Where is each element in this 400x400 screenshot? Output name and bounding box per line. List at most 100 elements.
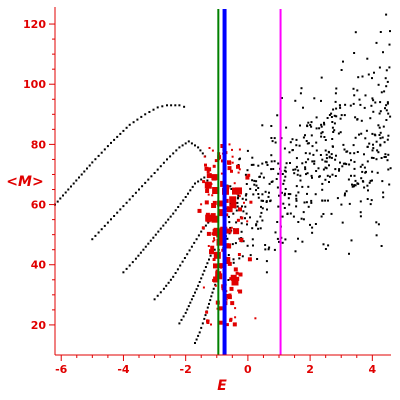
cluster-point [235, 231, 238, 234]
curve-1-point [150, 175, 153, 178]
cloud-point [306, 172, 309, 175]
cloud-point [369, 117, 372, 120]
cloud-point [251, 227, 254, 230]
cloud-point [356, 118, 359, 121]
curve-3-point [181, 260, 184, 263]
cloud-point [330, 156, 333, 159]
cloud-point [310, 199, 313, 202]
curve-2-point [177, 206, 180, 208]
cloud-point [276, 237, 279, 240]
cloud-point [331, 121, 334, 123]
cluster-point [230, 301, 235, 306]
cluster-point [236, 191, 240, 195]
curve-0-point [174, 104, 177, 107]
cloud-point [302, 211, 305, 214]
cloud-point [344, 192, 346, 195]
cloud-point [294, 99, 297, 102]
cloud-point [273, 248, 276, 251]
cluster-point [226, 206, 233, 213]
cloud-point [281, 241, 284, 244]
axes: -6 -4 -2 0 2 4 20 40 60 80 100 120 [23, 7, 391, 376]
curve-0-point [80, 173, 83, 176]
cloud-point [325, 160, 328, 163]
curve-5-point [210, 295, 213, 298]
cloud-point [299, 124, 301, 127]
cloud-point [267, 195, 270, 198]
cloud-point [251, 179, 254, 182]
cloud-point [360, 177, 363, 180]
cloud-point [333, 122, 336, 125]
cloud-point [277, 205, 280, 208]
cloud-point [378, 66, 381, 69]
curve-1-point [190, 142, 193, 145]
cloud-point [329, 175, 331, 178]
curve-4-point [201, 273, 204, 276]
cloud-point [315, 170, 318, 172]
cloud-point [260, 172, 263, 175]
cluster-point [212, 240, 215, 243]
curve-0-point [86, 167, 88, 170]
cluster-point [246, 220, 249, 223]
cloud-point [244, 205, 247, 208]
cloud-point [370, 104, 373, 107]
curve-2-point [179, 202, 182, 205]
curve-0-point [166, 104, 168, 107]
cluster-point [232, 322, 237, 327]
cluster-point [205, 189, 210, 193]
cluster-point [204, 166, 209, 171]
cloud-point [328, 164, 330, 167]
cloud-point [266, 208, 268, 211]
cloud-point [361, 163, 364, 166]
curve-0-point [110, 141, 112, 144]
y-axis-title: <M> [6, 174, 43, 190]
x-tick-label: -6 [55, 363, 68, 376]
curve-3-point [207, 221, 210, 224]
cloud-point [382, 196, 385, 199]
curve-2-point [189, 189, 192, 192]
cloud-point [351, 183, 353, 186]
cloud-point [344, 103, 347, 106]
cloud-point [284, 166, 287, 169]
cloud-point [307, 205, 310, 208]
cloud-point [382, 191, 385, 194]
cloud-point [246, 244, 249, 247]
cluster-point [237, 171, 240, 174]
cluster-point [238, 272, 243, 277]
cloud-point [242, 240, 245, 243]
cloud-point [384, 156, 387, 158]
curve-4-point [200, 277, 203, 280]
cloud-point [373, 71, 375, 74]
cloud-point [296, 173, 299, 176]
cluster-point [211, 215, 219, 223]
cloud-point [375, 221, 378, 224]
x-tick-label: 2 [306, 363, 314, 376]
cloud-point [376, 171, 379, 174]
cloud-point [356, 89, 359, 92]
cloud-point [371, 97, 374, 100]
cloud-point [354, 179, 357, 182]
cloud-point [331, 138, 334, 140]
cluster-point [207, 193, 210, 196]
cloud-point [349, 104, 352, 107]
cloud-point [380, 245, 383, 247]
curve-2-point [197, 180, 200, 183]
cloud-point [350, 239, 353, 242]
cloud-point [324, 248, 327, 250]
x-axis-title: E [217, 378, 227, 394]
curve-1-point [116, 211, 119, 214]
cloud-point [307, 158, 310, 161]
curve-1-point [122, 205, 125, 208]
cloud-point [303, 201, 306, 204]
cloud-point [319, 154, 322, 156]
curve-5-point [206, 306, 209, 309]
cluster-point [225, 185, 230, 190]
cluster-point [216, 230, 224, 238]
curve-3-point [204, 224, 207, 227]
cloud-point [252, 244, 254, 247]
cloud-point [377, 151, 380, 154]
cluster-point [203, 155, 206, 158]
cloud-point [340, 203, 343, 206]
cluster-point [230, 202, 237, 209]
curve-2-point [200, 178, 203, 181]
cloud-point [388, 183, 391, 186]
